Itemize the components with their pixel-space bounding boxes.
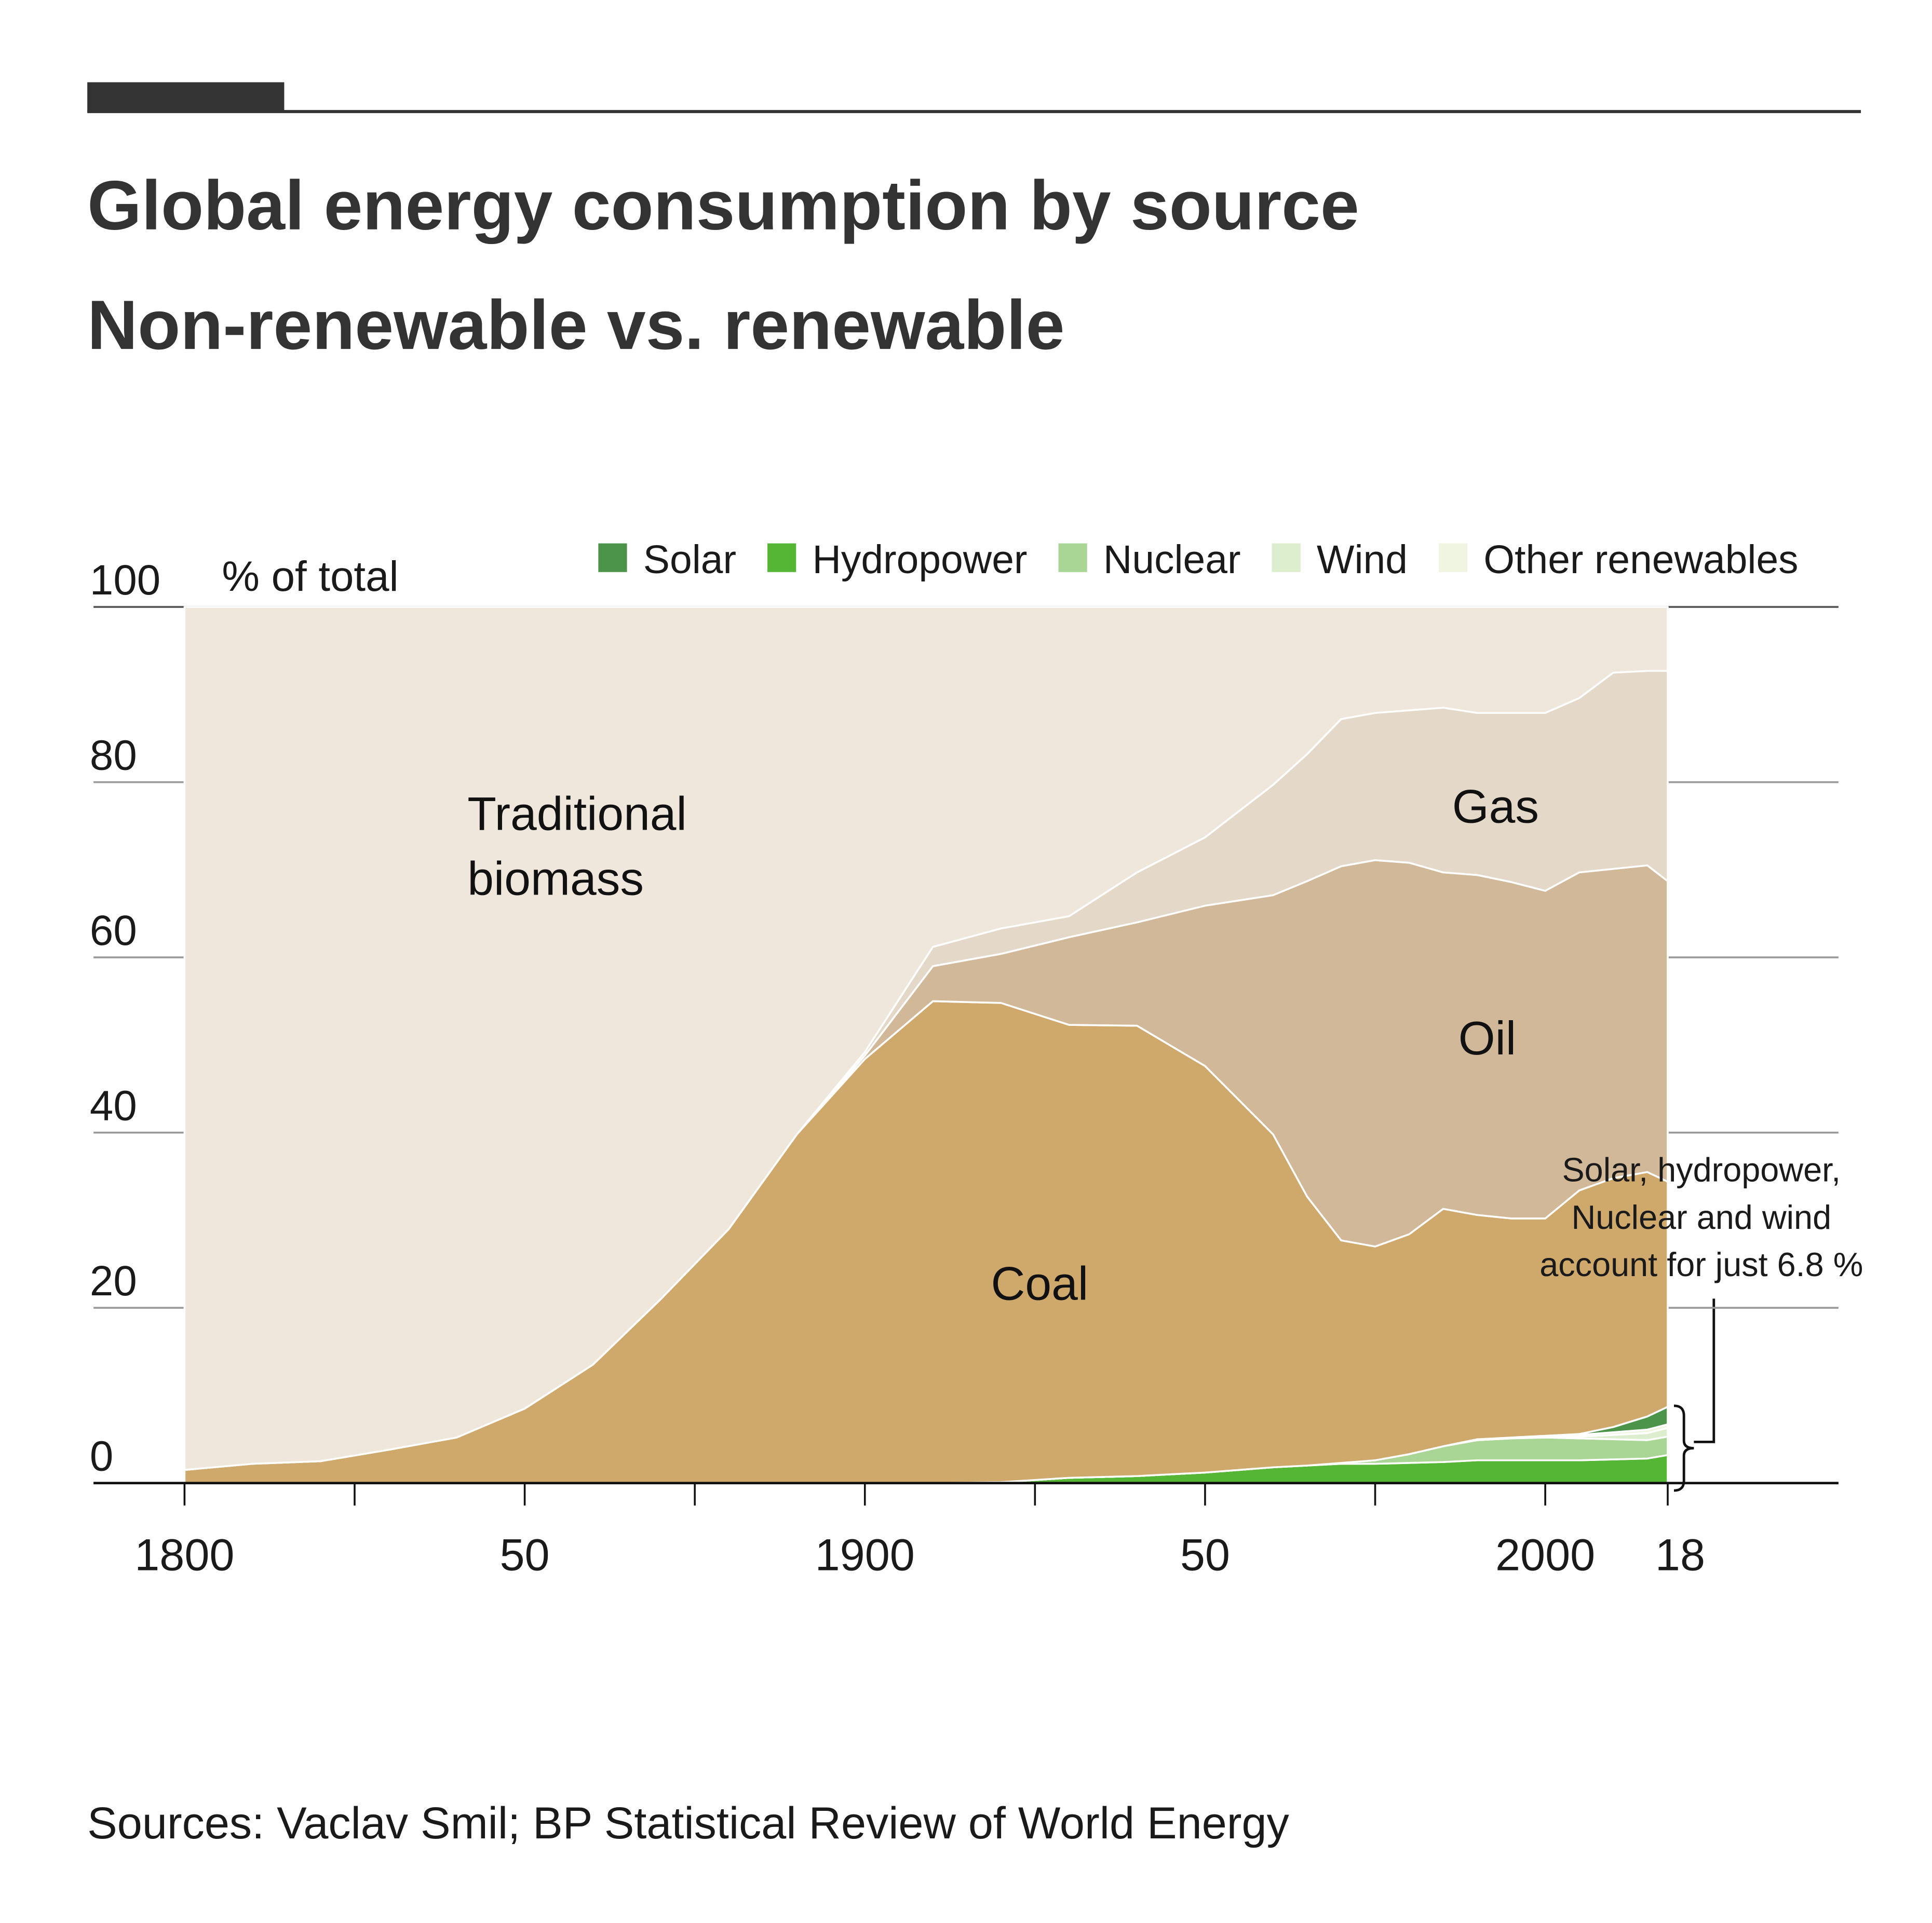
x-tick-label: 2000	[1495, 1531, 1595, 1580]
legend-label: Other renewables	[1483, 537, 1798, 582]
legend-label: Solar	[643, 537, 736, 582]
area-label: Traditional biomass	[467, 789, 687, 906]
y-tick-label: 80	[90, 732, 137, 779]
y-axis-label: % of total	[222, 553, 398, 600]
header-bar	[87, 82, 285, 113]
annotation: Nuclear and wind	[1571, 1198, 1831, 1236]
legend-swatch	[598, 543, 627, 572]
area-label-box: Gas	[1452, 781, 1539, 834]
y-tick-label: 20	[90, 1257, 137, 1305]
y-tick-label: 100	[90, 557, 160, 604]
area-label-box: Traditional biomass	[467, 789, 687, 906]
y-tick-label: 0	[90, 1433, 113, 1480]
x-tick-label: 1800	[134, 1531, 234, 1580]
annotation: account for just 6.8 %	[1539, 1245, 1863, 1283]
legend-swatch	[1438, 543, 1468, 572]
x-tick-label: 1900	[815, 1531, 915, 1580]
x-tick-label: 18	[1655, 1531, 1705, 1580]
chart-subtitle: Non-renewable vs. renewable	[87, 286, 1064, 364]
annotation-bracket	[1673, 1298, 1715, 1492]
legend-label: Nuclear	[1103, 537, 1241, 582]
legend-swatch	[767, 543, 796, 572]
chart-title: Global energy consumption by source	[87, 167, 1359, 245]
area-label-box: Coal	[991, 1258, 1089, 1311]
y-tick-label: 40	[90, 1082, 137, 1130]
area-label: Oil	[1458, 1013, 1517, 1066]
legend-label: Wind	[1317, 537, 1408, 582]
area-label: Gas	[1452, 781, 1539, 834]
x-tick-label: 50	[1180, 1531, 1230, 1580]
legend-swatch	[1272, 543, 1301, 572]
area	[183, 606, 1669, 1471]
y-tick-label: 60	[90, 907, 137, 954]
area-label-box: Oil	[1458, 1013, 1517, 1066]
area-label: Coal	[991, 1258, 1089, 1311]
source: Sources: Vaclav Smil; BP Statistical Rev…	[87, 1798, 1289, 1848]
annotation: Solar, hydropower,	[1562, 1151, 1841, 1189]
x-tick-label: 50	[499, 1531, 549, 1580]
legend-swatch	[1058, 543, 1087, 572]
legend-label: Hydropower	[812, 537, 1027, 582]
